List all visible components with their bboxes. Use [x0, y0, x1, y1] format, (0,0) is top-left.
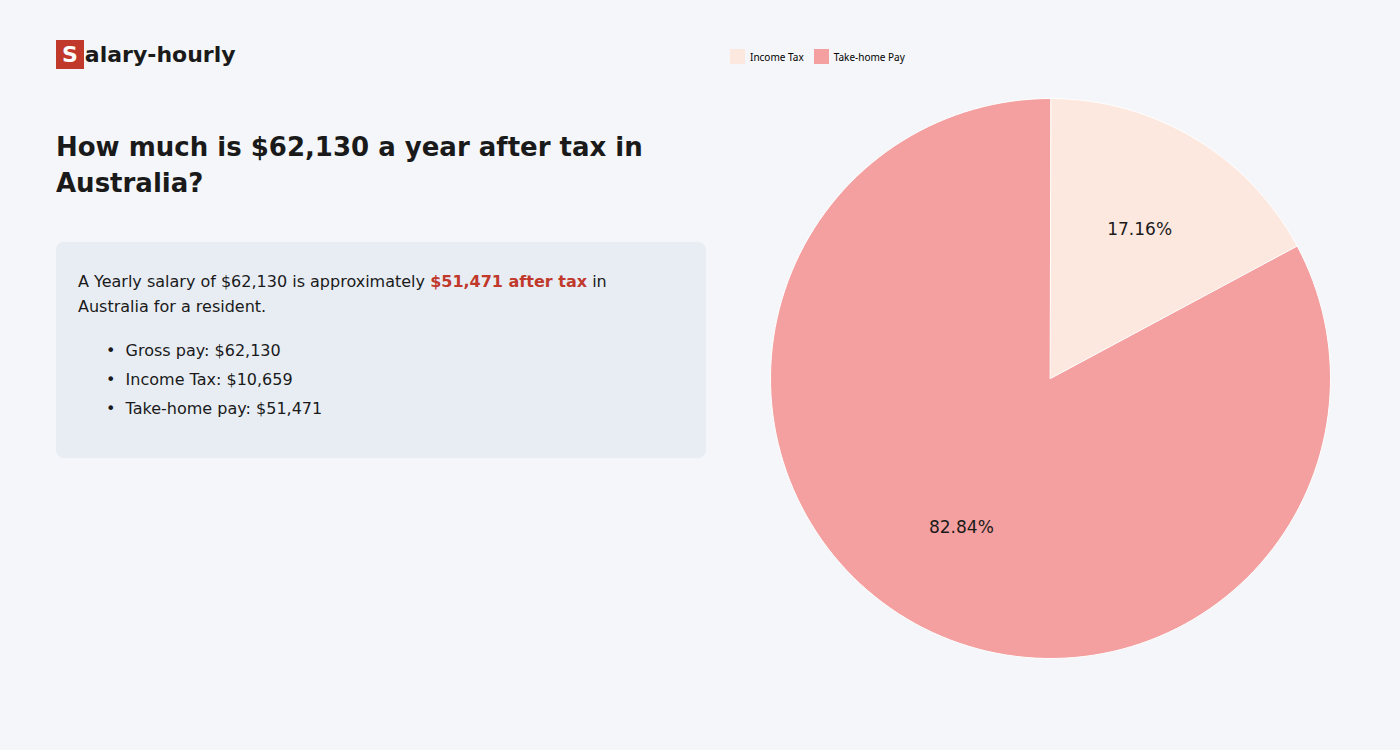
html-text:Australia for a resident.: Australia for a resident.	[78, 296, 267, 316]
html-text:Income Tax: Income Tax	[750, 49, 804, 64]
svg-text:82.84%: 82.84%	[929, 517, 994, 537]
html-text:A Yearly salary of $62,130 is: A Yearly salary of $62,130 is approximat…	[78, 271, 607, 291]
svg-text:17.16%: 17.16%	[1107, 219, 1172, 239]
html-text:• Take-home pay: $51,471: • Take-home pay: $51,471	[106, 399, 323, 418]
html-text:Take-home Pay: Take-home Pay	[833, 49, 905, 64]
html-text:How much is $62,130 a year aft: How much is $62,130 a year after tax in …	[56, 132, 643, 199]
html-text:S alary-hourly: S alary-hourly	[62, 42, 236, 67]
html-text:• Gross pay: $62,130: • Gross pay: $62,130	[106, 341, 281, 361]
html-text:• Income Tax: $10,659: • Income Tax: $10,659	[106, 370, 293, 390]
